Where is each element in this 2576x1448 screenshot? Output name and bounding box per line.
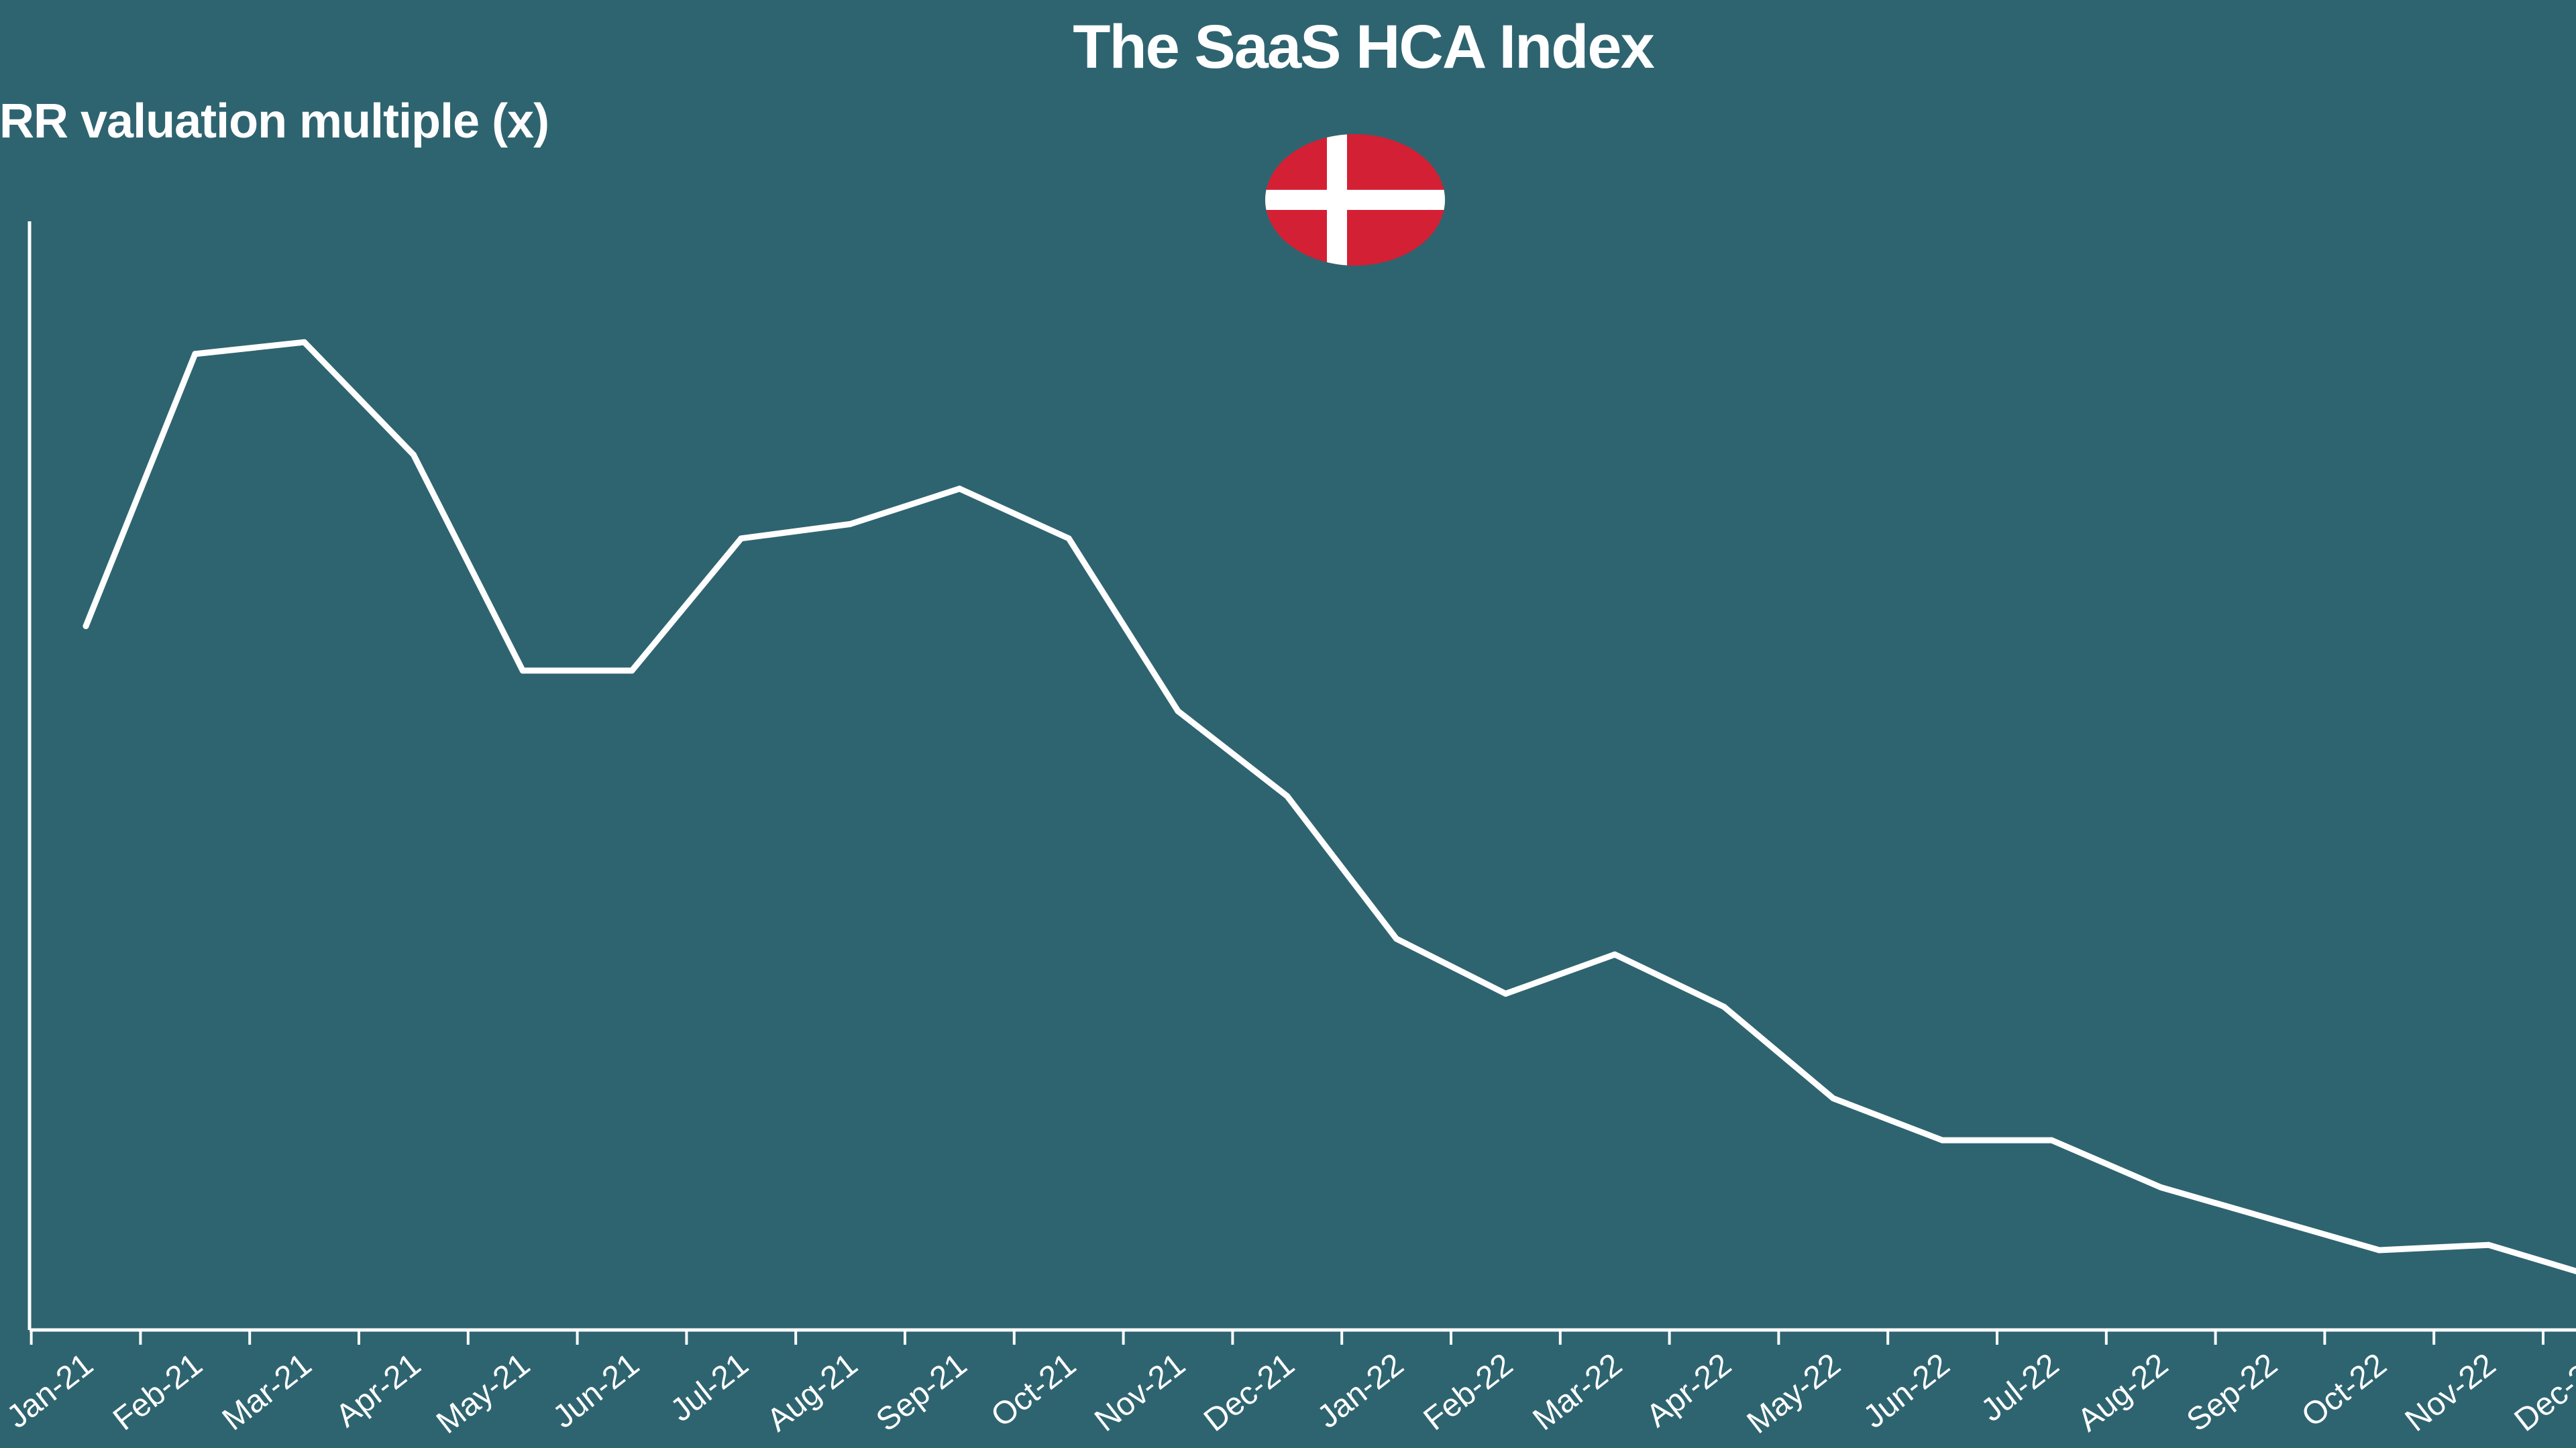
data-point — [1830, 1095, 1837, 1102]
data-point — [1502, 991, 1509, 997]
data-point — [1284, 793, 1291, 799]
data-point — [519, 667, 526, 674]
x-tick-label: Sep-21 — [870, 1347, 974, 1439]
data-point — [956, 486, 963, 492]
x-tick-label: Apr-22 — [1640, 1347, 1738, 1434]
data-point — [629, 667, 635, 674]
x-tick-label: Jan-22 — [1311, 1347, 1410, 1435]
y-axis-label: ARR valuation multiple (x) — [0, 95, 549, 148]
data-point — [1939, 1137, 1946, 1144]
x-tick-label: Sep-22 — [2180, 1347, 2284, 1439]
x-tick-label: May-21 — [430, 1347, 537, 1441]
data-point — [738, 535, 745, 542]
x-tick-label: May-22 — [1741, 1347, 1847, 1441]
flag-cross-horizontal — [1265, 190, 1445, 210]
data-point — [410, 451, 417, 458]
x-tick-label: Feb-21 — [107, 1347, 209, 1437]
x-tick-label: Dec-21 — [1197, 1347, 1301, 1439]
data-point — [1393, 936, 1400, 942]
data-point — [2376, 1247, 2383, 1254]
data-point — [192, 351, 199, 357]
x-tick-label: Feb-22 — [1417, 1347, 1519, 1437]
data-point — [1065, 535, 1072, 542]
x-tick-label: Nov-21 — [1088, 1347, 1192, 1439]
x-tick-label: Jan-21 — [0, 1347, 99, 1435]
x-tick-label: Aug-22 — [2071, 1347, 2175, 1439]
data-point — [847, 520, 854, 527]
x-tick-label: Jul-22 — [1975, 1347, 2066, 1429]
data-point — [1721, 1003, 1727, 1010]
data-point — [2157, 1184, 2164, 1190]
data-point — [2267, 1215, 2273, 1222]
x-tick-label: Mar-22 — [1527, 1347, 1629, 1437]
data-point — [2048, 1137, 2055, 1144]
data-point — [2485, 1241, 2492, 1248]
x-tick-label: Jul-21 — [664, 1347, 755, 1429]
x-tick-label: Dec-22 — [2508, 1347, 2576, 1439]
x-tick-label: Mar-21 — [216, 1347, 318, 1437]
data-point — [1175, 708, 1181, 714]
x-tick-label: Nov-22 — [2399, 1347, 2503, 1439]
x-tick-label: Jun-21 — [546, 1347, 645, 1435]
x-tick-label: Oct-22 — [2295, 1347, 2393, 1434]
data-point — [1611, 951, 1618, 958]
chart-title: The SaaS HCA Index — [1073, 13, 1655, 81]
data-point — [83, 623, 89, 630]
x-tick-label: Oct-21 — [985, 1347, 1083, 1434]
denmark-flag-icon — [1265, 134, 1445, 266]
x-tick-label: Jun-22 — [1857, 1347, 1956, 1435]
x-tick-label: Aug-21 — [761, 1347, 865, 1439]
data-point — [301, 339, 308, 345]
series-line — [83, 339, 2576, 1274]
x-tick-label: Apr-21 — [329, 1347, 427, 1434]
